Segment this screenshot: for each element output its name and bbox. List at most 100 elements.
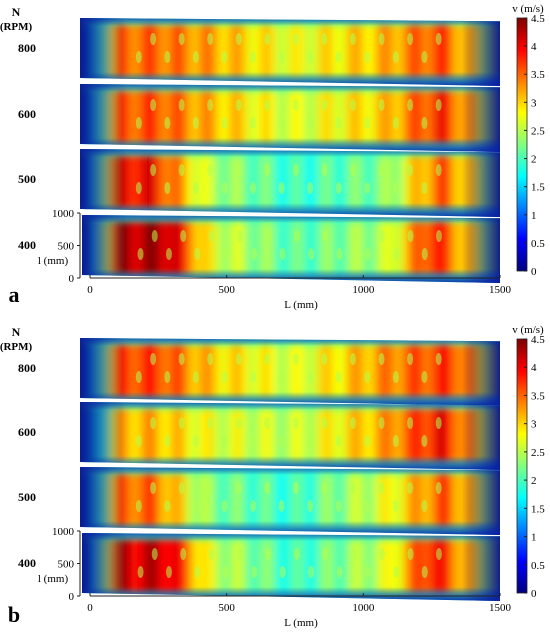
velocity-cell <box>269 155 278 209</box>
y-axis-label: l (mm) <box>38 255 69 267</box>
velocity-cell <box>430 408 439 462</box>
velocity-cell <box>423 473 432 527</box>
velocity-cell <box>423 221 433 275</box>
velocity-spot <box>292 417 299 429</box>
velocity-spot <box>180 230 187 242</box>
velocity-cell <box>242 221 252 275</box>
velocity-cell <box>234 408 243 462</box>
colorbar-tick-label: 4.5 <box>531 334 545 346</box>
velocity-spot <box>435 33 442 45</box>
velocity-spot <box>235 164 242 176</box>
velocity-cell <box>367 24 376 78</box>
velocity-cell <box>241 24 250 78</box>
velocity-cell <box>262 90 271 144</box>
velocity-spot <box>135 117 142 129</box>
velocity-cell <box>199 344 208 398</box>
velocity-cell <box>444 539 454 593</box>
velocity-spot <box>235 33 242 45</box>
velocity-spot <box>421 117 428 129</box>
velocity-cell <box>395 24 404 78</box>
velocity-spot <box>221 117 228 129</box>
velocity-cell <box>185 344 194 398</box>
velocity-cell <box>367 155 376 209</box>
velocity-cell <box>283 408 292 462</box>
heatmap-strip-600 <box>80 84 500 152</box>
velocity-spot <box>135 500 142 512</box>
velocity-spot <box>264 417 271 429</box>
colorbar-label: v (m/s) <box>512 3 544 15</box>
velocity-spot <box>321 164 328 176</box>
x-tick-label: 0 <box>87 284 93 296</box>
panel-label: a <box>9 282 20 307</box>
velocity-spot <box>407 164 414 176</box>
colorbar-tick-label: 2.5 <box>531 447 545 459</box>
velocity-cell <box>311 473 320 527</box>
velocity-cell <box>437 539 447 593</box>
velocity-spot <box>378 353 385 365</box>
velocity-cell <box>220 473 229 527</box>
velocity-cell <box>206 408 215 462</box>
velocity-cell <box>291 221 300 275</box>
velocity-cell <box>248 155 257 209</box>
velocity-cell <box>381 155 390 209</box>
y-axis-label: l (mm) <box>38 573 69 585</box>
velocity-spot <box>321 99 328 111</box>
velocity-cell <box>241 408 250 462</box>
velocity-spot <box>392 117 399 129</box>
velocity-cell <box>248 408 257 462</box>
velocity-spot <box>178 353 185 365</box>
colorbar-tick-label: 2 <box>531 475 537 487</box>
velocity-cell <box>206 155 215 209</box>
velocity-cell <box>241 473 250 527</box>
velocity-spot <box>278 371 285 383</box>
velocity-cell <box>318 344 327 398</box>
velocity-cell <box>283 473 292 527</box>
velocity-cell <box>304 408 313 462</box>
velocity-spot <box>178 482 185 494</box>
velocity-cell <box>157 473 166 527</box>
velocity-cell <box>206 473 215 527</box>
velocity-cell <box>136 344 145 398</box>
velocity-spot <box>250 500 257 512</box>
velocity-spot <box>221 435 228 447</box>
velocity-cell <box>381 221 391 275</box>
velocity-spot <box>237 230 244 242</box>
velocity-cell <box>318 221 328 275</box>
heatmap-strip-600 <box>80 402 500 470</box>
velocity-cell <box>395 408 404 462</box>
velocity-spot <box>165 248 172 260</box>
velocity-cell <box>178 408 187 462</box>
velocity-cell <box>227 90 236 144</box>
velocity-cell <box>430 221 440 275</box>
velocity-spot <box>207 353 214 365</box>
velocity-cell <box>304 155 313 209</box>
velocity-spot <box>392 435 399 447</box>
velocity-cell <box>158 221 168 275</box>
velocity-spot <box>194 566 201 578</box>
velocity-cell <box>164 473 173 527</box>
velocity-cell <box>437 90 446 144</box>
velocity-cell <box>409 539 419 593</box>
velocity-cell <box>122 473 131 527</box>
velocity-cell <box>256 221 266 275</box>
velocity-cell <box>262 473 271 527</box>
velocity-cell <box>220 155 229 209</box>
velocity-cell <box>136 408 145 462</box>
velocity-spot <box>350 548 357 560</box>
velocity-spot <box>336 566 343 578</box>
velocity-cell <box>172 221 182 275</box>
x-tick-label: 500 <box>218 284 235 296</box>
velocity-cell <box>179 221 189 275</box>
velocity-cell <box>262 24 271 78</box>
velocity-cell <box>123 221 133 275</box>
velocity-cell <box>402 90 411 144</box>
velocity-cell <box>129 344 138 398</box>
velocity-cell <box>241 344 250 398</box>
x-tick-label: 500 <box>218 602 235 614</box>
velocity-cell <box>269 473 278 527</box>
velocity-cell <box>360 221 370 275</box>
velocity-cell <box>234 90 243 144</box>
velocity-spot <box>407 353 414 365</box>
velocity-cell <box>227 473 236 527</box>
velocity-spot <box>307 500 314 512</box>
